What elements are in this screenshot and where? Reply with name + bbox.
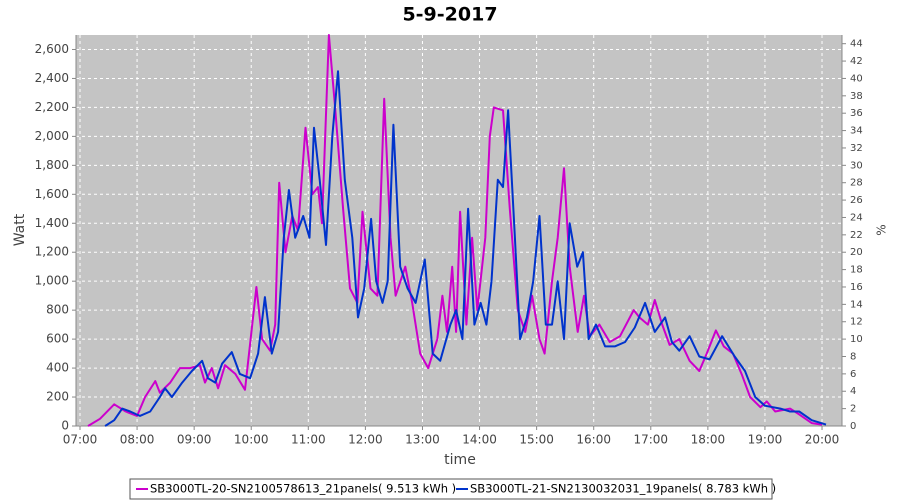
chart-title: 5-9-2017 [402,4,497,26]
y-tick-label: 400 [46,361,69,375]
y2-tick-label: 42 [850,56,863,67]
y2-tick-label: 44 [850,39,863,50]
y2-tick-label: 36 [850,108,863,119]
y-tick-label: 600 [46,332,69,346]
y-tick-label: 0 [61,419,69,433]
y2-tick-label: 26 [850,195,863,206]
y2-tick-label: 20 [850,247,863,258]
y-tick-label: 800 [46,303,69,317]
x-tick-label: 07:00 [63,433,98,447]
y2-tick-label: 0 [850,421,856,432]
y-tick-label: 200 [46,390,69,404]
legend-label: SB3000TL-20-SN2100578613_21panels( 9.513… [150,482,456,496]
x-tick-label: 08:00 [120,433,155,447]
series-line [87,34,823,427]
x-tick-label: 19:00 [748,433,783,447]
y2-tick-label: 30 [850,160,863,171]
x-tick-label: 13:00 [405,433,440,447]
y2-tick-label: 32 [850,143,863,154]
legend-label: SB3000TL-21-SN2130032031_19panels( 8.783… [470,482,776,496]
x-tick-label: 17:00 [633,433,668,447]
x-tick-label: 14:00 [462,433,497,447]
y-tick-label: 1,000 [35,274,69,288]
y2-tick-label: 8 [850,351,856,362]
x-axis-label: time [444,452,476,468]
y2-tick-label: 10 [850,334,863,345]
x-tick-label: 20:00 [805,433,840,447]
x-tick-label: 10:00 [234,433,269,447]
x-tick-label: 15:00 [519,433,554,447]
y2-tick-label: 18 [850,265,863,276]
y-tick-label: 1,200 [35,245,69,259]
y2-tick-label: 22 [850,230,863,241]
y2-tick-label: 34 [850,126,863,137]
y2-axis-label: % [875,224,889,235]
y2-tick-label: 40 [850,73,863,84]
y2-tick-label: 12 [850,317,863,328]
series-line [104,70,827,427]
y2-tick-label: 38 [850,91,863,102]
x-tick-label: 16:00 [576,433,611,447]
x-tick-label: 09:00 [177,433,212,447]
y-tick-label: 1,400 [35,216,69,230]
y-tick-label: 2,000 [35,129,69,143]
y2-tick-label: 28 [850,178,863,189]
y-tick-label: 2,600 [35,42,69,56]
legend [129,478,773,500]
y2-tick-label: 2 [850,404,856,415]
y2-tick-label: 16 [850,282,863,293]
y-tick-label: 2,200 [35,100,69,114]
y2-tick-label: 4 [850,386,856,397]
y-tick-label: 1,800 [35,158,69,172]
y-axis-label: Watt [12,213,28,246]
y2-tick-label: 6 [850,369,856,380]
y2-tick-label: 14 [850,299,863,310]
y-tick-label: 1,600 [35,187,69,201]
x-tick-label: 12:00 [348,433,383,447]
y2-tick-label: 24 [850,212,863,223]
x-tick-label: 11:00 [291,433,326,447]
y-tick-label: 2,400 [35,71,69,85]
x-tick-label: 18:00 [691,433,726,447]
